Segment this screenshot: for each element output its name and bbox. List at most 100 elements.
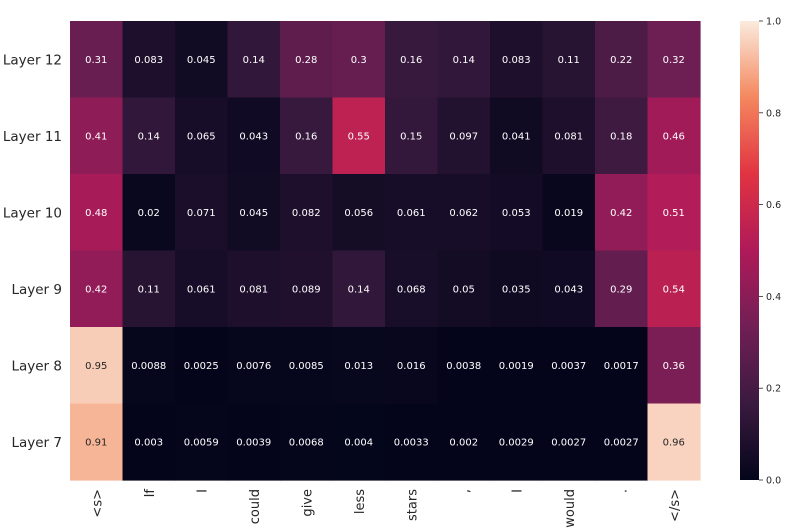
cell-value-label: 0.0068 [289, 437, 324, 448]
cell-value-label: 0.002 [449, 437, 478, 448]
heatmap-cell [122, 97, 176, 175]
cell-value-label: 0.14 [348, 284, 370, 295]
heatmap-cell [227, 21, 281, 99]
heatmap-cell [595, 174, 649, 252]
cell-value-label: 0.05 [453, 284, 475, 295]
cell-value-label: 0.0088 [131, 361, 166, 372]
cell-value-label: 0.42 [610, 208, 632, 219]
cell-value-label: 0.28 [295, 55, 317, 66]
cell-value-label: 0.0019 [499, 361, 534, 372]
heatmap-cell [227, 250, 281, 328]
cell-value-label: 0.11 [558, 55, 580, 66]
cell-value-label: 0.083 [502, 55, 531, 66]
heatmap-cell [332, 174, 386, 252]
heatmap-cell [490, 97, 544, 175]
y-tick-label: Layer 10 [3, 205, 62, 221]
x-tick-label: stars [405, 489, 420, 521]
x-tick-label: <s> [90, 489, 105, 518]
cell-value-label: 0.081 [239, 284, 268, 295]
cell-value-label: 0.089 [292, 284, 321, 295]
heatmap-cell [595, 97, 649, 175]
heatmap-cell [175, 97, 229, 175]
y-tick-label: Layer 8 [11, 358, 62, 374]
cell-value-label: 0.019 [554, 208, 583, 219]
cell-value-label: 0.0027 [551, 437, 586, 448]
cell-value-label: 0.097 [449, 131, 478, 142]
heatmap-cell [490, 250, 544, 328]
heatmap-cell [647, 327, 701, 405]
cell-value-label: 0.082 [292, 208, 321, 219]
heatmap-cell [332, 403, 386, 481]
heatmap-cell [70, 174, 124, 252]
cell-value-label: 0.91 [85, 437, 107, 448]
cell-value-label: 0.071 [187, 208, 216, 219]
cell-value-label: 0.16 [295, 131, 317, 142]
cell-value-label: 0.062 [449, 208, 478, 219]
x-tick-label: , [458, 489, 473, 493]
cell-value-label: 0.0076 [236, 361, 271, 372]
cell-value-label: 0.14 [453, 55, 475, 66]
heatmap-cell [122, 250, 176, 328]
heatmap-cell [647, 97, 701, 175]
cell-value-label: 0.0033 [394, 437, 429, 448]
heatmap-cell [595, 403, 649, 481]
heatmap-cell [542, 174, 596, 252]
colorbar: 0.0 0.2 0.4 0.6 0.8 1.0 [740, 17, 781, 487]
heatmap-cell [175, 21, 229, 99]
heatmap-cell [332, 97, 386, 175]
cell-value-label: 0.15 [400, 131, 422, 142]
cell-value-label: 0.061 [187, 284, 216, 295]
cell-value-label: 0.0025 [184, 361, 219, 372]
heatmap-cell [385, 174, 439, 252]
colorbar-tick-label: 0.0 [766, 476, 781, 487]
cell-value-label: 0.41 [85, 131, 107, 142]
cell-value-label: 0.32 [663, 55, 685, 66]
heatmap-cell [280, 97, 334, 175]
cell-value-label: 0.29 [610, 284, 632, 295]
heatmap-cell [437, 21, 491, 99]
cell-value-label: 0.48 [85, 208, 107, 219]
cell-value-label: 0.083 [134, 55, 163, 66]
y-tick-label: Layer 12 [3, 52, 62, 68]
colorbar-tick-label: 0.6 [766, 200, 781, 211]
heatmap-cell [332, 250, 386, 328]
heatmap-cell [542, 250, 596, 328]
heatmap-cell [595, 327, 649, 405]
heatmap-cell [70, 403, 124, 481]
heatmap-cell [490, 403, 544, 481]
cell-value-label: 0.14 [243, 55, 265, 66]
cell-value-label: 0.16 [400, 55, 422, 66]
heatmap-cell [70, 21, 124, 99]
heatmap-cell [280, 21, 334, 99]
heatmap-cell [647, 403, 701, 481]
x-tick-label: would [563, 489, 578, 528]
heatmap-cell [122, 21, 176, 99]
heatmap-cell [280, 174, 334, 252]
cell-value-label: 0.041 [502, 131, 531, 142]
cell-value-label: 0.46 [663, 131, 685, 142]
heatmap-cell [437, 174, 491, 252]
cell-value-label: 0.043 [239, 131, 268, 142]
heatmap-cell [280, 327, 334, 405]
x-tick-label: If [143, 489, 158, 498]
heatmap-cell [385, 97, 439, 175]
cell-value-label: 0.0017 [604, 361, 639, 372]
cell-value-label: 0.013 [344, 361, 373, 372]
heatmap-cell [122, 403, 176, 481]
heatmap-cell [490, 327, 544, 405]
cell-value-label: 0.51 [663, 208, 685, 219]
heatmap-cell [490, 174, 544, 252]
heatmap-cell [227, 97, 281, 175]
cell-value-label: 0.0037 [551, 361, 586, 372]
cell-value-label: 0.061 [397, 208, 426, 219]
cell-value-label: 0.056 [344, 208, 373, 219]
cell-value-label: 0.004 [344, 437, 373, 448]
heatmap-cell [175, 174, 229, 252]
cell-value-label: 0.0059 [184, 437, 219, 448]
heatmap-cell [647, 174, 701, 252]
colorbar-tick-label: 0.4 [766, 292, 781, 303]
cell-value-label: 0.0027 [604, 437, 639, 448]
cell-value-label: 0.043 [554, 284, 583, 295]
heatmap-cell [175, 327, 229, 405]
